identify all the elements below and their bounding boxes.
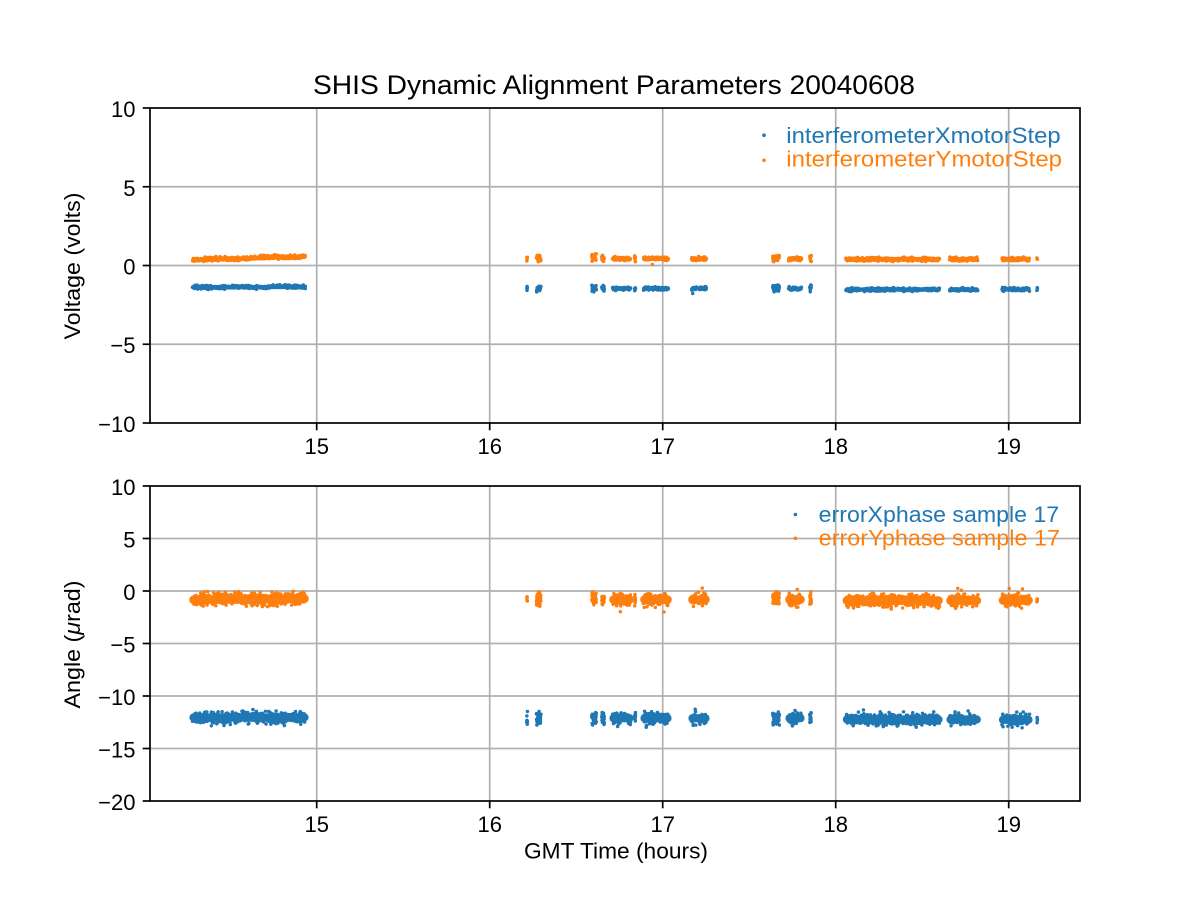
svg-text:−10: −10 — [98, 685, 135, 710]
svg-text:19: 19 — [996, 434, 1020, 459]
svg-text:15: 15 — [304, 812, 328, 837]
svg-text:16: 16 — [477, 812, 501, 837]
svg-text:19: 19 — [996, 812, 1020, 837]
svg-text:GMT Time (hours): GMT Time (hours) — [524, 839, 708, 864]
svg-text:−15: −15 — [98, 738, 135, 763]
svg-text:interferometerXmotorStep: interferometerXmotorStep — [786, 123, 1060, 148]
svg-text:10: 10 — [111, 97, 135, 122]
svg-text:Voltage (volts): Voltage (volts) — [60, 193, 85, 340]
svg-text:15: 15 — [304, 434, 328, 459]
svg-text:−5: −5 — [110, 633, 135, 658]
svg-text:16: 16 — [477, 434, 501, 459]
svg-text:18: 18 — [823, 434, 847, 459]
svg-text:Angle (μrad): Angle (μrad) — [60, 581, 85, 709]
svg-text:10: 10 — [111, 475, 135, 500]
svg-text:−10: −10 — [98, 412, 135, 437]
svg-text:5: 5 — [123, 528, 135, 553]
svg-text:errorYphase sample 17: errorYphase sample 17 — [819, 526, 1060, 551]
svg-text:SHIS Dynamic Alignment Paramet: SHIS Dynamic Alignment Parameters 200406… — [313, 70, 915, 100]
svg-text:17: 17 — [650, 434, 674, 459]
svg-text:0: 0 — [123, 255, 135, 280]
svg-text:18: 18 — [823, 812, 847, 837]
svg-text:17: 17 — [650, 812, 674, 837]
svg-text:5: 5 — [123, 176, 135, 201]
svg-text:0: 0 — [123, 580, 135, 605]
svg-text:errorXphase sample 17: errorXphase sample 17 — [819, 502, 1060, 527]
svg-text:−5: −5 — [110, 333, 135, 358]
svg-text:−20: −20 — [98, 790, 135, 815]
svg-text:interferometerYmotorStep: interferometerYmotorStep — [786, 147, 1062, 172]
